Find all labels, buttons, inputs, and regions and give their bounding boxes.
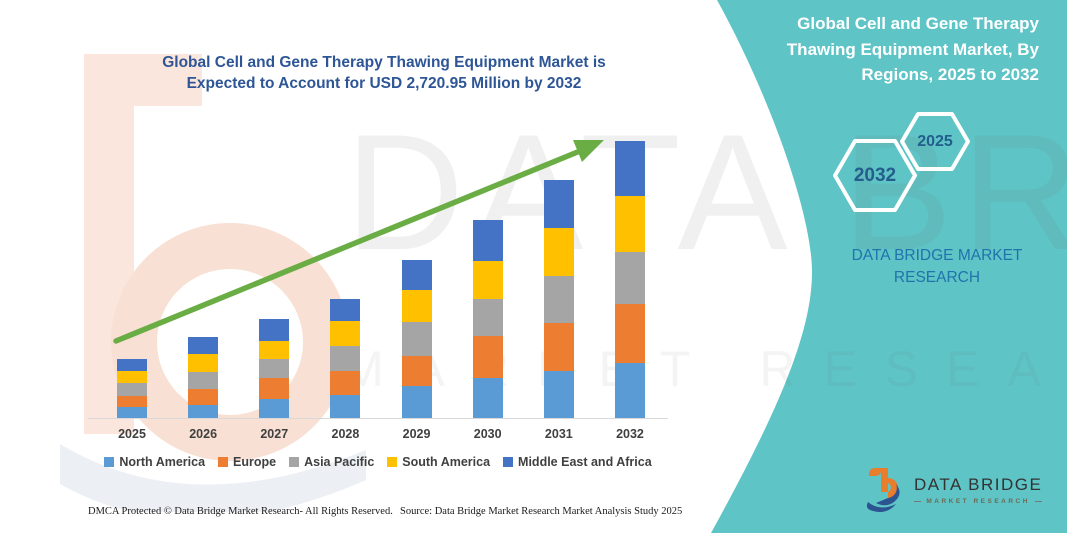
company-logo-tagline-text: MARKET RESEARCH bbox=[926, 498, 1030, 505]
tagline-rule-right bbox=[1034, 501, 1043, 502]
x-axis-label-2027: 2027 bbox=[260, 427, 289, 441]
bar-segment-2025-europe bbox=[117, 395, 147, 407]
bar-segment-2027-south-america bbox=[259, 340, 290, 359]
legend-swatch-icon bbox=[218, 457, 229, 467]
footer-source: Source: Data Bridge Market Research Mark… bbox=[400, 506, 683, 517]
bar-segment-2032-north-america bbox=[615, 363, 645, 418]
bar-segment-2030-asia-pacific bbox=[472, 299, 503, 336]
bar-segment-2032-south-america bbox=[615, 196, 645, 252]
company-logo-tagline: MARKET RESEARCH bbox=[914, 498, 1043, 505]
bar-segment-2030-south-america bbox=[472, 261, 503, 299]
x-axis-label-2029: 2029 bbox=[402, 427, 431, 441]
legend-label: North America bbox=[119, 455, 206, 469]
bar-segment-2031-north-america bbox=[543, 371, 574, 418]
chart-legend: North America Europe Asia Pacific South Ame… bbox=[88, 455, 668, 469]
bar-segment-2030-europe bbox=[472, 335, 503, 378]
bar-segment-2032-asia-pacific bbox=[615, 252, 645, 304]
footer-dmca: DMCA Protected © Data Bridge Market Rese… bbox=[88, 506, 393, 517]
bar-segment-2029-south-america bbox=[401, 290, 432, 322]
legend-item-asia-pacific: Asia Pacific bbox=[289, 455, 374, 469]
panel-title-line3: Regions, 2025 to 2032 bbox=[861, 65, 1039, 84]
bar-segment-2026-south-america bbox=[188, 353, 219, 372]
x-axis-label-2031: 2031 bbox=[544, 427, 573, 441]
company-logo-name: DATA BRIDGE bbox=[914, 475, 1043, 494]
bar-segment-2027-asia-pacific bbox=[259, 359, 290, 378]
brand-text-line1: DATA BRIDGE MARKET bbox=[851, 247, 1023, 264]
legend-label: Middle East and Africa bbox=[518, 455, 652, 469]
bar-segment-2029-europe bbox=[401, 356, 432, 386]
bar-segment-2025-middle-east-and-africa bbox=[117, 359, 147, 371]
bar-segment-2029-middle-east-and-africa bbox=[401, 260, 432, 290]
company-logo-icon bbox=[866, 468, 900, 512]
chart-title: Global Cell and Gene Therapy Thawing Equ… bbox=[128, 52, 640, 94]
hexagon-2025: 2025 bbox=[899, 111, 971, 172]
bar-segment-2029-north-america bbox=[401, 386, 432, 418]
bar-segment-2026-europe bbox=[188, 389, 219, 405]
bar-segment-2025-asia-pacific bbox=[117, 383, 147, 396]
tagline-rule-left bbox=[914, 501, 922, 502]
bar-segment-2028-south-america bbox=[330, 321, 361, 346]
bar-segment-2032-europe bbox=[615, 304, 645, 363]
legend-item-middle-east-and-africa: Middle East and Africa bbox=[503, 455, 652, 469]
chart-title-line2: Expected to Account for USD 2,720.95 Mil… bbox=[186, 75, 582, 92]
bar-segment-2031-asia-pacific bbox=[543, 276, 574, 323]
panel-title: Global Cell and Gene Therapy Thawing Equ… bbox=[709, 11, 1039, 88]
legend-label: Europe bbox=[233, 455, 277, 469]
chart-title-line1: Global Cell and Gene Therapy Thawing Equ… bbox=[162, 54, 606, 71]
bar-segment-2027-middle-east-and-africa bbox=[259, 318, 290, 341]
bar-segment-2027-north-america bbox=[259, 399, 290, 418]
panel-title-line2: Thawing Equipment Market, By bbox=[786, 39, 1039, 59]
legend-swatch-icon bbox=[503, 457, 514, 467]
bar-segment-2026-asia-pacific bbox=[188, 371, 219, 389]
bar-segment-2031-south-america bbox=[543, 228, 574, 276]
bar-segment-2028-europe bbox=[330, 371, 361, 395]
bar-segment-2032-middle-east-and-africa bbox=[615, 141, 645, 196]
x-axis-label-2032: 2032 bbox=[616, 427, 644, 441]
bar-segment-2031-europe bbox=[543, 323, 574, 371]
legend-item-europe: Europe bbox=[218, 455, 276, 469]
legend-item-south-america: South America bbox=[387, 455, 490, 469]
x-axis-label-2026: 2026 bbox=[189, 427, 218, 441]
bar-segment-2029-asia-pacific bbox=[401, 322, 432, 356]
company-logo: DATA BRIDGE MARKET RESEARCH bbox=[866, 466, 1043, 514]
x-axis-label-2028: 2028 bbox=[331, 427, 360, 441]
bar-segment-2030-middle-east-and-africa bbox=[472, 220, 503, 261]
x-axis-line bbox=[88, 418, 668, 419]
bar-segment-2031-middle-east-and-africa bbox=[543, 180, 574, 229]
legend-swatch-icon bbox=[387, 457, 398, 467]
legend-label: Asia Pacific bbox=[304, 455, 375, 469]
bar-segment-2028-north-america bbox=[330, 395, 361, 418]
brand-text-line2: RESEARCH bbox=[893, 269, 981, 286]
legend-swatch-icon bbox=[104, 457, 115, 467]
legend-item-north-america: North America bbox=[104, 455, 205, 469]
x-axis-label-2025: 2025 bbox=[118, 427, 146, 441]
bar-segment-2028-middle-east-and-africa bbox=[330, 299, 361, 321]
bar-segment-2025-south-america bbox=[117, 370, 147, 384]
bar-segment-2030-north-america bbox=[472, 378, 503, 418]
hexagon-2025-label: 2025 bbox=[917, 132, 953, 150]
bar-segment-2027-europe bbox=[259, 378, 290, 399]
panel-title-line1: Global Cell and Gene Therapy bbox=[797, 14, 1039, 33]
bar-segment-2028-asia-pacific bbox=[330, 346, 361, 371]
brand-text: DATA BRIDGE MARKET RESEARCH bbox=[842, 245, 1032, 289]
legend-label: South America bbox=[402, 455, 491, 469]
legend-swatch-icon bbox=[289, 457, 300, 467]
logo-watermark bbox=[60, 54, 366, 512]
bar-segment-2026-middle-east-and-africa bbox=[188, 337, 219, 354]
hexagon-2032: 2032 bbox=[832, 138, 918, 213]
x-axis-label-2030: 2030 bbox=[473, 427, 502, 441]
bar-segment-2026-north-america bbox=[188, 404, 219, 418]
bar-segment-2025-north-america bbox=[117, 406, 147, 418]
hexagon-2032-label: 2032 bbox=[853, 164, 897, 186]
